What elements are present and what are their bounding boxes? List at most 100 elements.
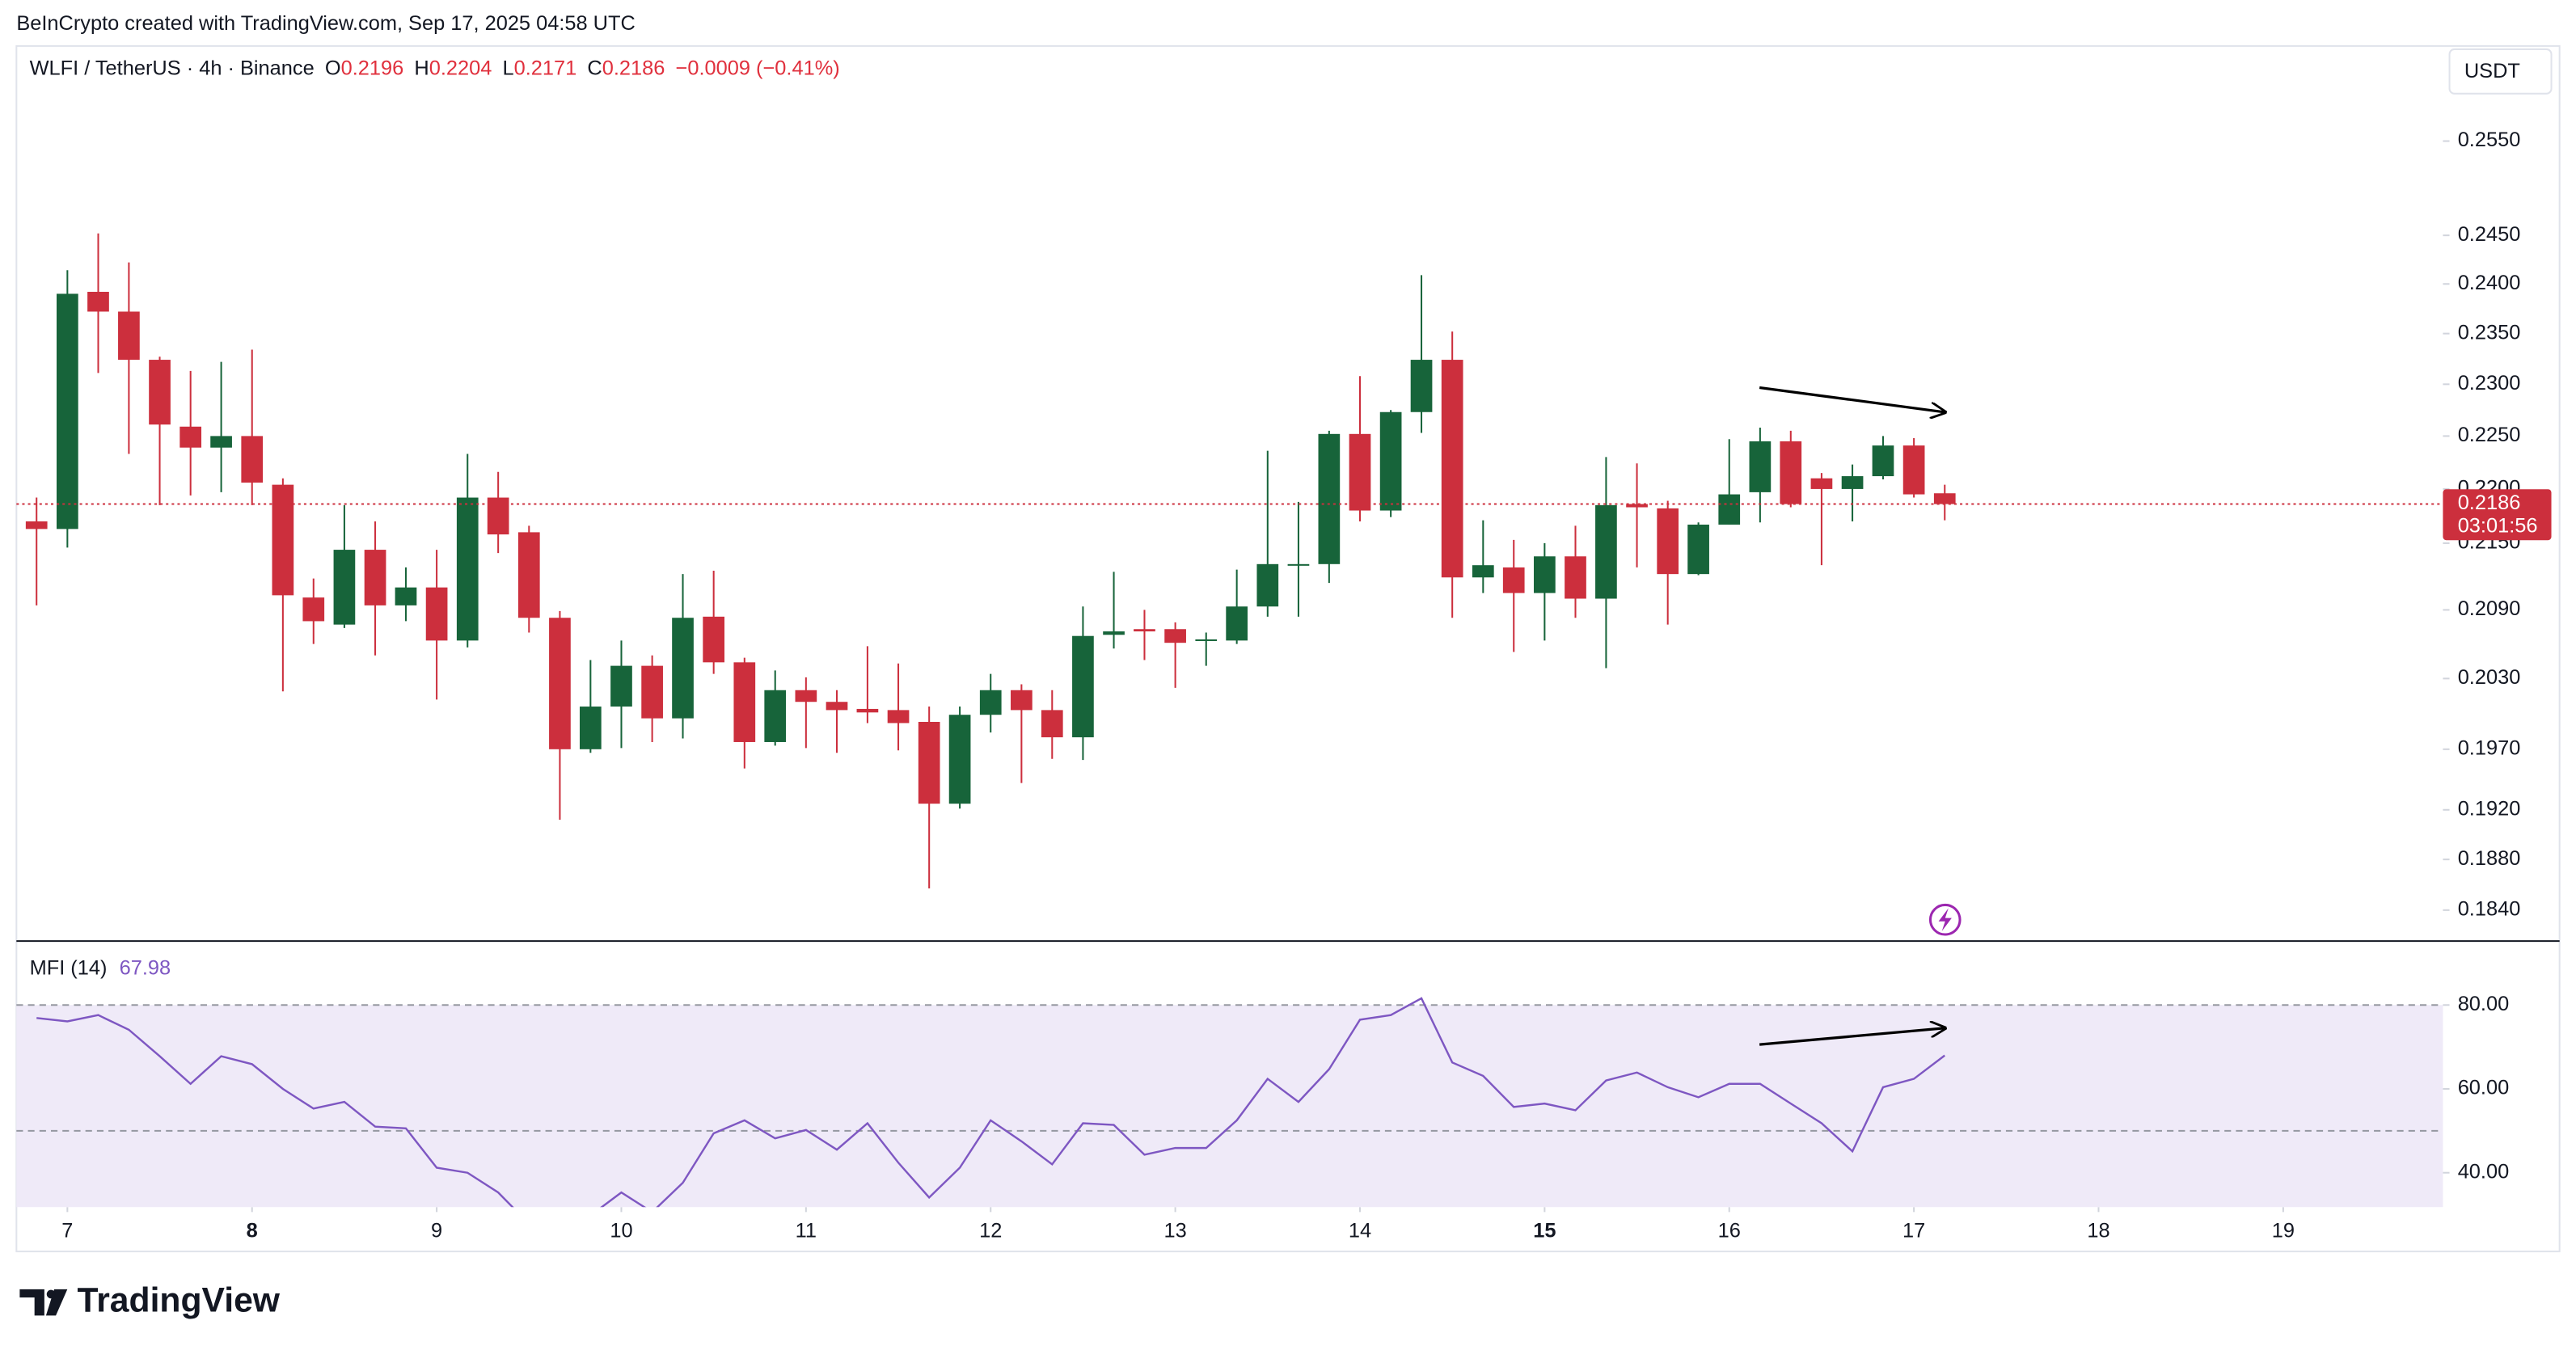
x-tick-label: 19 [2272, 1219, 2295, 1242]
candle-body [1195, 639, 1218, 641]
candle-body [25, 521, 48, 529]
attribution: BeInCrypto created with TradingView.com,… [16, 12, 635, 35]
candle-body [948, 715, 971, 804]
candle-body [87, 291, 109, 312]
candle-body [1164, 629, 1186, 643]
candle-body [1287, 563, 1310, 566]
y-tick-label: 0.2550 [2458, 129, 2521, 151]
currency: USDT [2464, 60, 2520, 82]
candle-body [795, 690, 817, 702]
y-tick-label: 60.00 [2458, 1077, 2510, 1099]
y-tick-label: 0.1880 [2458, 847, 2521, 870]
candle-body [641, 665, 663, 719]
mfi-title: MFI (14) [30, 956, 108, 979]
candle-body [1595, 504, 1617, 599]
alert-icon[interactable] [1928, 903, 1962, 936]
logo: TradingView [19, 1280, 281, 1319]
candle-body [826, 702, 848, 711]
open-value: 0.2196 [341, 57, 404, 79]
x-tick-label: 13 [1163, 1219, 1186, 1242]
candle-body [1226, 606, 1248, 641]
candle-body [210, 436, 232, 448]
last-price: 0.2186 [2458, 491, 2521, 514]
x-tick-label: 15 [1533, 1219, 1556, 1242]
candle-body [733, 662, 756, 742]
y-tick-label: 0.2030 [2458, 666, 2521, 689]
y-tick-label: 0.1920 [2458, 797, 2521, 820]
candle-body [241, 436, 264, 483]
y-tick-label: 0.1970 [2458, 737, 2521, 760]
candle-body [1072, 635, 1094, 738]
candle-body [610, 665, 632, 707]
candle-body [1441, 360, 1463, 578]
candle-body [425, 587, 448, 641]
ohlc-label: O [325, 57, 341, 79]
candle-body [703, 616, 725, 663]
x-tick-label: 14 [1349, 1219, 1371, 1242]
y-tick-label: 0.2090 [2458, 597, 2521, 620]
candle-body [1349, 433, 1371, 511]
x-tick-label: 9 [431, 1219, 442, 1242]
candle-body [549, 618, 571, 749]
mfi-legend: MFI (14) 67.98 [30, 956, 171, 979]
candle-body [333, 550, 356, 625]
x-tick-label: 12 [979, 1219, 1002, 1242]
candle-body [1902, 445, 1925, 495]
close-value: 0.2186 [602, 57, 665, 79]
candle-body [1041, 710, 1063, 738]
candle-body [1749, 441, 1772, 492]
mfi-line [36, 997, 1945, 1208]
candle-body [456, 497, 479, 641]
y-tick-label: 0.2350 [2458, 321, 2521, 344]
countdown: 03:01:56 [2458, 515, 2538, 538]
y-tick-label: 0.1840 [2458, 898, 2521, 921]
candle-body [979, 690, 1002, 715]
candle-body [1011, 690, 1033, 711]
x-tick-label: 16 [1718, 1219, 1741, 1242]
candle-body [179, 426, 202, 448]
candle-body [1103, 631, 1125, 635]
candle-body [1933, 493, 1956, 504]
candle-body [1657, 508, 1679, 575]
mfi-value: 67.98 [120, 956, 171, 979]
candle-body [1256, 563, 1279, 607]
x-tick-label: 10 [610, 1219, 632, 1242]
ohlc-label: C [587, 57, 602, 79]
x-tick-label: 8 [247, 1219, 258, 1242]
candle-body [1318, 433, 1341, 564]
x-tick-label: 17 [1902, 1219, 1925, 1242]
y-tick-label: 80.00 [2458, 993, 2510, 1015]
candle-body [579, 707, 602, 749]
y-tick-label: 0.2300 [2458, 372, 2521, 394]
ohlc-label: L [503, 57, 514, 79]
candle-body [1780, 441, 1802, 504]
frame [15, 44, 2561, 1253]
candle-body [764, 690, 787, 742]
candle-body [856, 708, 879, 713]
brand: TradingView [77, 1280, 280, 1319]
candle-body [887, 710, 910, 724]
candle-body [1410, 360, 1433, 412]
candle-body [364, 550, 386, 605]
ohlc-label: H [414, 57, 429, 79]
mfi-band [16, 1005, 2443, 1208]
candle-body [918, 721, 940, 804]
trend-arrow [1759, 386, 1945, 411]
y-tick-label: 0.2450 [2458, 223, 2521, 246]
low-value: 0.2171 [514, 57, 577, 79]
candle-body [302, 597, 325, 622]
candle-body [672, 618, 694, 719]
candle-body [1718, 494, 1741, 525]
candle-body [118, 311, 140, 361]
last-price-tag [2443, 489, 2552, 541]
currency-button[interactable] [2448, 48, 2553, 95]
y-tick-label: 0.2400 [2458, 272, 2521, 294]
candle-body [1687, 524, 1709, 575]
y-tick-label: 40.00 [2458, 1160, 2510, 1183]
candle-body [272, 484, 294, 596]
candle-body [1565, 556, 1586, 599]
candle-body [517, 532, 540, 618]
legend: WLFI / TetherUS · 4h · Binance O0.2196 H… [30, 57, 840, 79]
